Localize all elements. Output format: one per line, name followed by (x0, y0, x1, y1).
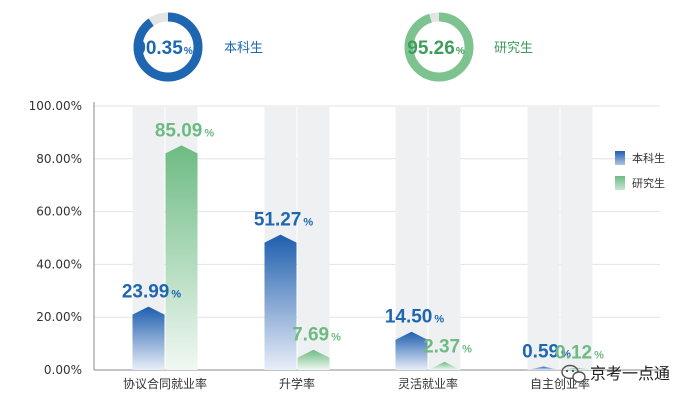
data-label: 0.59% (522, 341, 571, 362)
data-label: 7.69% (292, 325, 341, 346)
summary-graduate: 95.26% 研究生 (404, 12, 533, 82)
ring-progress-graduate (404, 12, 474, 82)
y-tick-label: 20.00% (36, 310, 82, 324)
data-label: 0.12% (555, 343, 604, 364)
bar-tracks (132, 106, 593, 370)
ring-progress-undergrad (133, 12, 203, 82)
y-tick-label: 40.00% (36, 257, 82, 271)
y-tick-label: 60.00% (36, 205, 82, 219)
bar-undergrad (132, 306, 165, 370)
data-labels: 23.99 % 85.09 % 51.27 % 7.69 % 14.50 % 2.37% 0.59 %0… (122, 120, 604, 363)
wechat-icon (561, 364, 586, 383)
bar-undergrad (395, 331, 428, 370)
x-category-label: 协议合同就业率 (123, 376, 207, 391)
bar-track (560, 106, 593, 370)
bar-track (527, 106, 560, 370)
bar-graduate (165, 145, 198, 370)
legend-swatch-graduate (615, 176, 625, 190)
legend-label-graduate: 研究生 (632, 176, 665, 190)
watermark: 京考一点通 (561, 364, 670, 383)
watermark-text: 京考一点通 (590, 364, 670, 383)
summary-undergrad: 90.35% 本科生 (133, 12, 263, 82)
bar-track (297, 106, 330, 370)
bar-track (428, 106, 461, 370)
bars (132, 145, 593, 370)
ring-label-undergrad: 本科生 (224, 41, 263, 56)
bar-undergrad (527, 366, 560, 370)
ring-unit-undergrad: % (184, 46, 193, 57)
legend: 本科生 研究生 (615, 151, 665, 190)
y-tick-label: 100.00% (29, 99, 82, 113)
data-label: 51.27% (254, 210, 314, 231)
ring-value-undergrad: 90.35 (135, 38, 183, 59)
data-label: 23.99% (122, 282, 182, 303)
bar-graduate (428, 361, 461, 370)
data-label: 85.09% (155, 120, 215, 141)
svg-text:90.35%: 90.35% (135, 38, 193, 59)
legend-label-undergrad: 本科生 (632, 151, 665, 165)
bar-undergrad (264, 234, 297, 370)
ring-unit-graduate: % (456, 46, 465, 57)
ring-label-graduate: 研究生 (494, 41, 533, 56)
bar-track (395, 106, 428, 370)
data-label: 2.37% (423, 337, 472, 358)
svg-text:95.26%: 95.26% (407, 38, 465, 59)
summary-rings: 90.35% 本科生 95.26% 研究生 (133, 12, 533, 82)
y-tick-label: 80.00% (36, 152, 82, 166)
y-tick-label: 0.00% (44, 363, 82, 377)
bar-graduate (297, 349, 330, 370)
x-category-label: 灵活就业率 (398, 376, 458, 391)
data-label: 14.50% (385, 307, 445, 328)
x-category-label: 升学率 (279, 376, 315, 391)
x-axis: 协议合同就业率 升学率 灵活就业率 自主创业率 (123, 376, 590, 391)
ring-value-graduate: 95.26 (407, 38, 455, 59)
legend-swatch-undergrad (615, 151, 625, 165)
